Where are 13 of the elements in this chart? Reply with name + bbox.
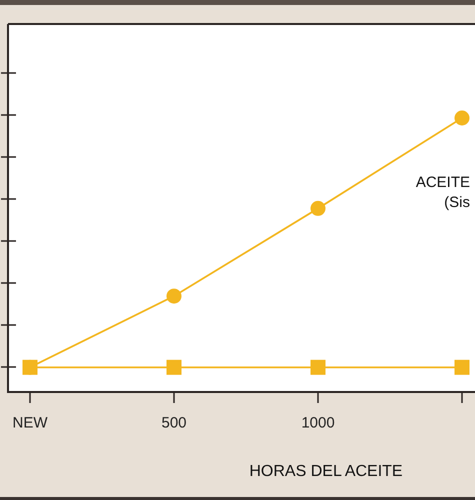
point [310, 360, 326, 375]
x-tick-label: 500 [161, 414, 187, 432]
point [166, 288, 182, 304]
point [310, 200, 326, 216]
point [454, 110, 470, 126]
x-axis-title: HORAS DEL ACEITE [249, 463, 403, 480]
point [166, 360, 182, 375]
x-tick-label: NEW [12, 414, 48, 432]
x-tick-label: 1000 [301, 414, 335, 432]
annotation: (Sis [444, 194, 470, 211]
annotation: ACEITE [416, 174, 470, 191]
point [22, 360, 38, 375]
point [454, 360, 470, 375]
